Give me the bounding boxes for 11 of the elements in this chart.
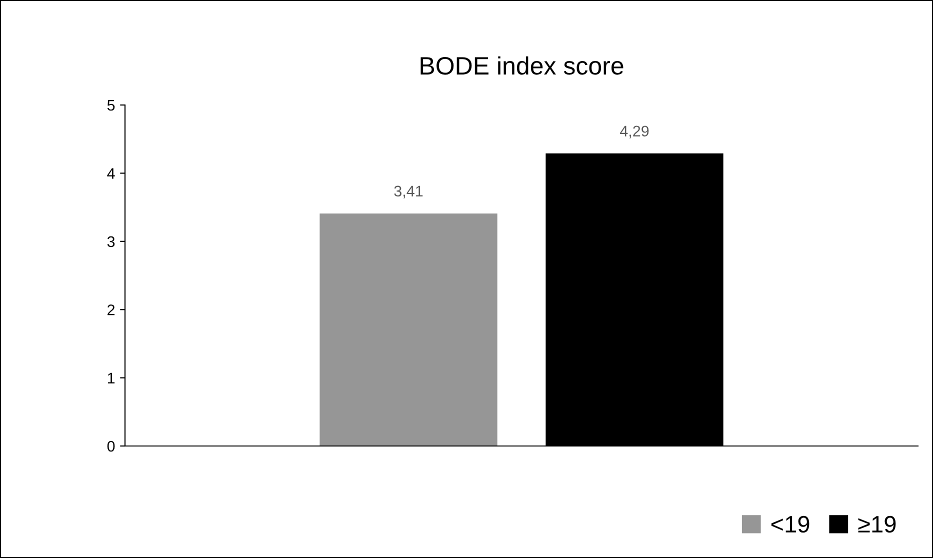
legend-label: <19 (771, 516, 810, 533)
y-tick-label: 1 (108, 372, 115, 384)
legend-label: ≥19 (858, 516, 896, 533)
y-tick-label: 4 (107, 168, 115, 179)
y-tick-label: 0 (107, 440, 115, 452)
y-tick-label: 3 (107, 236, 115, 248)
chart-title: BODE index score (420, 56, 624, 75)
y-tick-label: 2 (108, 304, 115, 316)
y-tick-label: 5 (107, 100, 115, 111)
data-label: 4,29 (620, 126, 649, 138)
data-label: 3,41 (394, 186, 423, 198)
